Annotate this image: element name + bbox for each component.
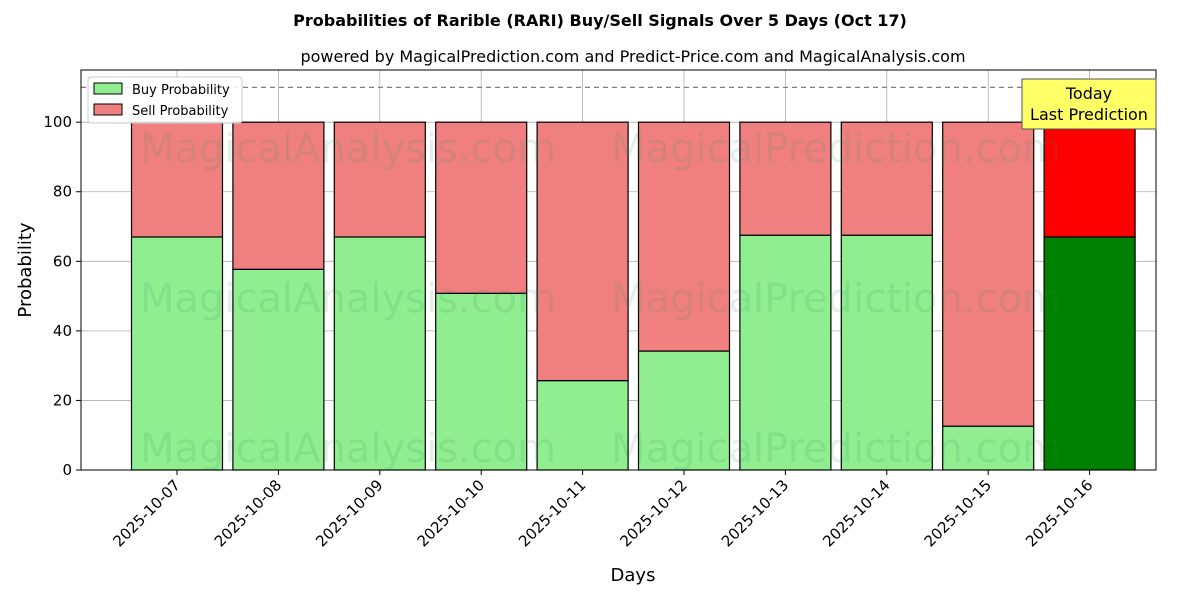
y-tick-label: 100 <box>43 113 72 131</box>
watermark-text: MagicalPrediction.com <box>611 126 1061 172</box>
plot-frame <box>80 69 1157 471</box>
bar-buy-2025-10-09 <box>333 236 426 471</box>
y-tick-label: 0 <box>62 461 72 479</box>
bar-sell-2025-10-16 <box>1043 121 1136 238</box>
y-axis-label: Probability <box>15 222 36 317</box>
watermark-text: MagicalPrediction.com <box>611 426 1061 472</box>
chart-subtitle: powered by MagicalPrediction.com and Pre… <box>300 47 965 66</box>
annotation-line-1: Today <box>1065 84 1112 103</box>
bar-buy-2025-10-10 <box>435 292 528 471</box>
bar-sell-2025-10-08 <box>232 121 325 270</box>
bar-sell-2025-10-07 <box>130 121 224 238</box>
bar-buy-2025-10-16 <box>1043 236 1136 471</box>
bar-sell-2025-10-11 <box>536 121 629 382</box>
y-tick-label: 40 <box>53 322 72 340</box>
watermarks: MagicalAnalysis.com MagicalPrediction.com… <box>140 126 1061 472</box>
legend-label-buy: Buy Probability <box>132 83 230 98</box>
bar-sell-2025-10-12 <box>637 121 731 352</box>
legend: Buy Probability Sell Probability <box>87 76 243 124</box>
y-tick-label: 60 <box>53 252 72 270</box>
bar-buy-2025-10-11 <box>536 380 629 471</box>
bar-sell-2025-10-15 <box>942 121 1035 427</box>
x-axis-label: Days <box>611 565 656 586</box>
annotation-line-2: Last Prediction <box>1030 105 1148 124</box>
today-annotation: Today Last Prediction <box>1021 78 1157 130</box>
watermark-text: MagicalAnalysis.com <box>140 126 556 172</box>
bar-sell-2025-10-14 <box>840 121 933 236</box>
watermark-text: MagicalAnalysis.com <box>140 426 556 472</box>
y-tick-label: 20 <box>53 391 72 409</box>
watermark-text: MagicalPrediction.com <box>611 276 1061 322</box>
y-tick-label: 80 <box>53 183 72 201</box>
bar-sell-2025-10-13 <box>739 121 832 236</box>
y-axis: 0 20 40 60 80 100 <box>43 113 81 479</box>
bar-buy-2025-10-08 <box>232 268 325 471</box>
legend-swatch-sell <box>93 103 123 116</box>
legend-box <box>87 76 243 124</box>
annotation-box <box>1021 78 1157 130</box>
bar-sell-2025-10-10 <box>435 121 528 294</box>
watermark-text: MagicalAnalysis.com <box>140 276 556 322</box>
chart-title: Probabilities of Rarible (RARI) Buy/Sell… <box>293 11 907 30</box>
bar-buy-2025-10-13 <box>739 234 832 471</box>
legend-label-sell: Sell Probability <box>132 104 229 119</box>
bar-sell-2025-10-09 <box>333 121 426 238</box>
legend-swatch-buy <box>93 82 123 95</box>
bar-buy-2025-10-12 <box>637 350 731 471</box>
bar-buy-2025-10-15 <box>942 425 1035 471</box>
bars <box>130 121 1136 471</box>
